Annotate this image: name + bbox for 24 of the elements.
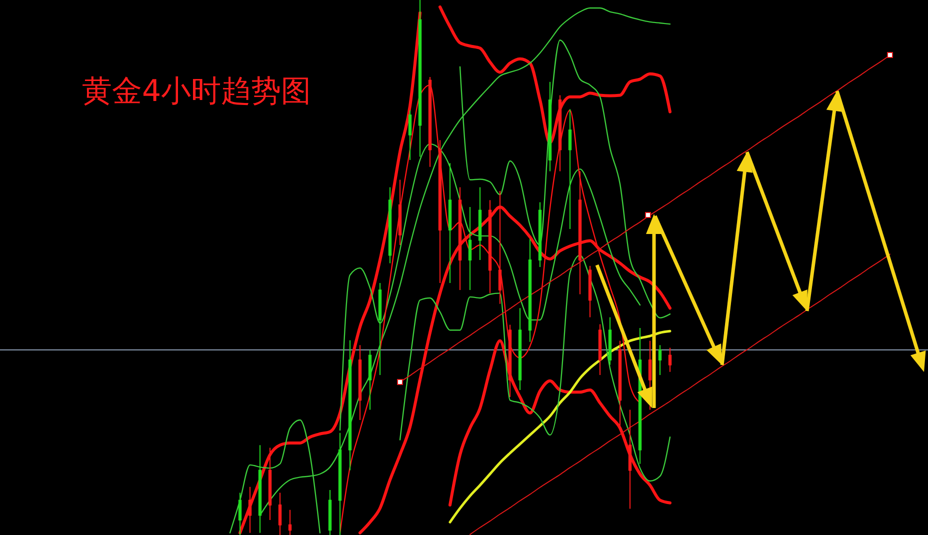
candlestick [608,316,612,366]
candlestick [448,162,452,284]
candlestick [288,509,292,535]
text: 黄金4小时趋势图 [82,74,312,109]
candlestick [368,349,372,410]
candlestick [278,492,282,535]
candlestick [268,447,272,521]
candlestick [658,344,662,376]
candlestick [598,324,602,376]
candlestick [648,340,652,410]
candlestick [258,444,262,534]
candlestick [468,206,472,290]
candlestick [588,265,592,318]
candlestick [408,110,412,160]
candlestick [338,432,342,535]
candlestick [668,347,672,372]
candlestick [358,344,362,420]
candlestick [568,108,572,230]
candlestick [518,308,522,391]
candlestick [478,186,482,261]
candlestick [398,179,402,246]
candlestick [328,490,332,535]
candlestick [378,282,382,376]
candlestick [238,492,242,535]
